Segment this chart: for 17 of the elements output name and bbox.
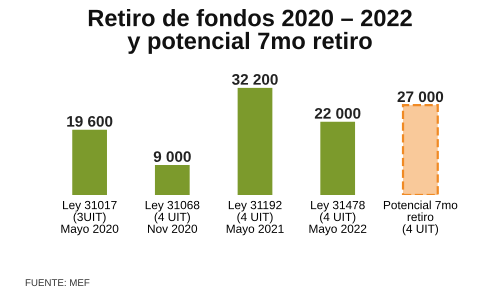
- x-tick-label: Ley 31068 (4 UIT) Nov 2020: [146, 200, 200, 233]
- x-tick-label: Ley 31017 (3UIT) Mayo 2020: [61, 200, 118, 236]
- data-label: 22 000: [314, 108, 360, 119]
- chart-title: Retiro de fondos 2020 – 2022 y potencial 7mo retiro: [88, 9, 412, 54]
- bar: [238, 88, 272, 195]
- data-label: 19 600: [67, 116, 112, 127]
- x-tick-label: Ley 31192 (4 UIT) Mayo 2021: [226, 200, 284, 236]
- data-label: 27 000: [398, 91, 444, 102]
- data-label: 32 200: [232, 74, 278, 85]
- x-tick-label: Ley 31478 (4 UIT) Mayo 2022: [309, 200, 366, 236]
- x-tick-label: Potencial 7mo retiro (4 UIT): [384, 200, 458, 236]
- source-note: FUENTE: MEF: [26, 279, 90, 286]
- bar: [154, 165, 190, 195]
- data-label: 9 000: [154, 151, 191, 162]
- bar: [72, 130, 107, 195]
- bar: [320, 122, 356, 195]
- bar: [402, 104, 439, 195]
